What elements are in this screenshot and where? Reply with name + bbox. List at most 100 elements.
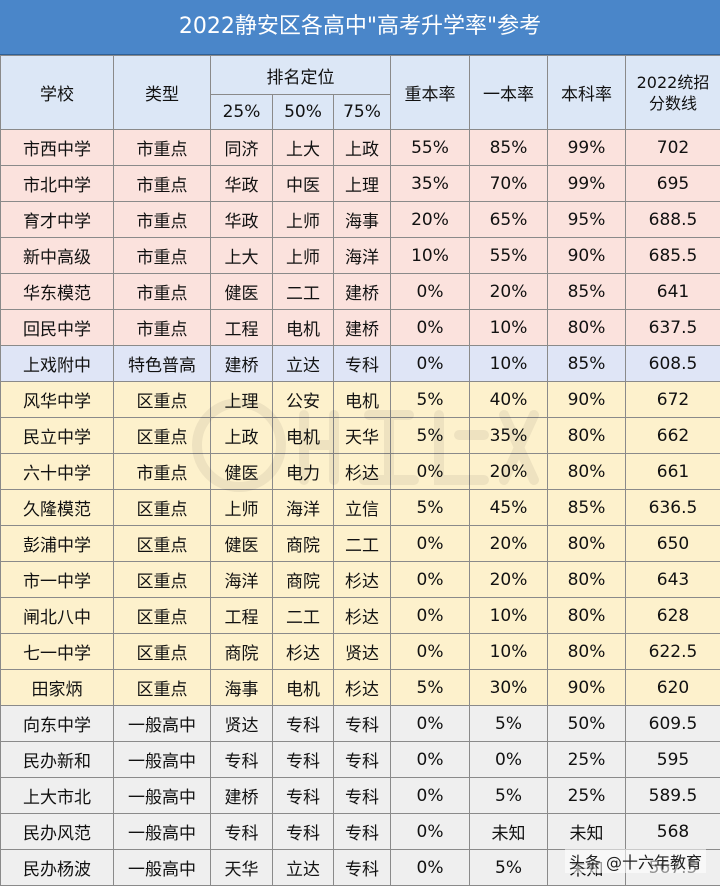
- cell-rank-75: 上理: [334, 166, 391, 202]
- cell-type: 市重点: [114, 310, 211, 346]
- cell-school: 民办杨波: [1, 850, 114, 886]
- cell-rank-25: 健医: [211, 454, 273, 490]
- cell-key-rate: 0%: [391, 454, 470, 490]
- cell-cutoff-score: 650: [626, 526, 720, 562]
- cell-rank-25: 工程: [211, 310, 273, 346]
- cell-rank-25: 健医: [211, 526, 273, 562]
- cell-rank-50: 商院: [273, 526, 334, 562]
- cell-rank-25: 海事: [211, 670, 273, 706]
- cell-school: 上大市北: [1, 778, 114, 814]
- cell-key-rate: 0%: [391, 526, 470, 562]
- header-cutoff-line1: 2022统招: [637, 73, 710, 92]
- cell-undergrad-rate: 85%: [548, 346, 626, 382]
- cell-rank-25: 商院: [211, 634, 273, 670]
- cell-cutoff-score: 620: [626, 670, 720, 706]
- cell-tier1-rate: 5%: [470, 706, 548, 742]
- cell-cutoff-score: 662: [626, 418, 720, 454]
- cell-tier1-rate: 0%: [470, 742, 548, 778]
- cell-rank-50: 海洋: [273, 490, 334, 526]
- cell-key-rate: 20%: [391, 202, 470, 238]
- header-school: 学校: [1, 56, 114, 130]
- cell-cutoff-score: 568: [626, 814, 720, 850]
- cell-school: 彭浦中学: [1, 526, 114, 562]
- cell-rank-75: 专科: [334, 706, 391, 742]
- cell-school: 华东模范: [1, 274, 114, 310]
- cell-school: 民立中学: [1, 418, 114, 454]
- cell-key-rate: 5%: [391, 490, 470, 526]
- cell-key-rate: 5%: [391, 670, 470, 706]
- cell-undergrad-rate: 25%: [548, 742, 626, 778]
- cell-rank-25: 同济: [211, 130, 273, 166]
- cell-rank-50: 专科: [273, 706, 334, 742]
- cell-rank-25: 工程: [211, 598, 273, 634]
- cell-rank-75: 立信: [334, 490, 391, 526]
- cell-school: 民办风范: [1, 814, 114, 850]
- cell-undergrad-rate: 80%: [548, 634, 626, 670]
- cell-key-rate: 0%: [391, 634, 470, 670]
- cell-cutoff-score: 609.5: [626, 706, 720, 742]
- cell-rank-25: 上师: [211, 490, 273, 526]
- cell-rank-75: 贤达: [334, 634, 391, 670]
- cell-school: 上戏附中: [1, 346, 114, 382]
- cell-key-rate: 0%: [391, 562, 470, 598]
- cell-rank-50: 专科: [273, 742, 334, 778]
- cell-tier1-rate: 10%: [470, 634, 548, 670]
- cell-school: 久隆模范: [1, 490, 114, 526]
- cell-rank-75: 杉达: [334, 598, 391, 634]
- cell-undergrad-rate: 90%: [548, 238, 626, 274]
- cell-school: 市北中学: [1, 166, 114, 202]
- cell-rank-50: 杉达: [273, 634, 334, 670]
- cell-type: 市重点: [114, 166, 211, 202]
- table-title: 2022静安区各高中"高考升学率"参考: [0, 0, 720, 55]
- cell-tier1-rate: 10%: [470, 346, 548, 382]
- cell-school: 新中高级: [1, 238, 114, 274]
- cell-undergrad-rate: 80%: [548, 598, 626, 634]
- cell-tier1-rate: 55%: [470, 238, 548, 274]
- cell-rank-75: 海事: [334, 202, 391, 238]
- cell-rank-25: 建桥: [211, 778, 273, 814]
- cell-key-rate: 35%: [391, 166, 470, 202]
- cell-school: 田家炳: [1, 670, 114, 706]
- cell-undergrad-rate: 95%: [548, 202, 626, 238]
- cell-key-rate: 0%: [391, 814, 470, 850]
- cell-cutoff-score: 702: [626, 130, 720, 166]
- cell-type: 区重点: [114, 382, 211, 418]
- cell-rank-50: 专科: [273, 814, 334, 850]
- cell-type: 区重点: [114, 598, 211, 634]
- cell-key-rate: 5%: [391, 382, 470, 418]
- cell-cutoff-score: 661: [626, 454, 720, 490]
- header-key-rate: 重本率: [391, 56, 470, 130]
- cell-rank-25: 贤达: [211, 706, 273, 742]
- cell-rank-50: 二工: [273, 598, 334, 634]
- cell-undergrad-rate: 50%: [548, 706, 626, 742]
- cell-undergrad-rate: 80%: [548, 310, 626, 346]
- cell-tier1-rate: 40%: [470, 382, 548, 418]
- cell-rank-75: 专科: [334, 742, 391, 778]
- cell-type: 一般高中: [114, 742, 211, 778]
- cell-undergrad-rate: 80%: [548, 418, 626, 454]
- cell-key-rate: 5%: [391, 418, 470, 454]
- cell-rank-50: 公安: [273, 382, 334, 418]
- cell-rank-50: 上师: [273, 202, 334, 238]
- cell-undergrad-rate: 90%: [548, 670, 626, 706]
- cell-tier1-rate: 70%: [470, 166, 548, 202]
- header-p50: 50%: [273, 95, 334, 130]
- cell-rank-25: 专科: [211, 742, 273, 778]
- cell-rank-50: 专科: [273, 778, 334, 814]
- cell-rank-75: 专科: [334, 778, 391, 814]
- cell-school: 回民中学: [1, 310, 114, 346]
- cell-rank-75: 建桥: [334, 274, 391, 310]
- cell-cutoff-score: 688.5: [626, 202, 720, 238]
